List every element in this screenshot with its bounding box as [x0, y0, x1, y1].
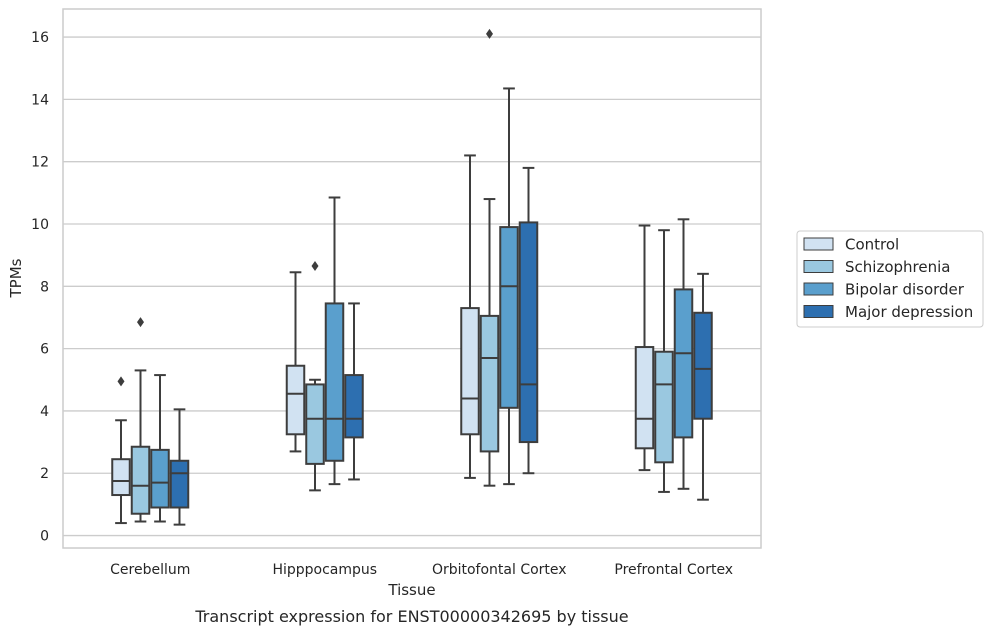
legend-box	[796, 230, 984, 328]
box-major-depression	[169, 408, 190, 526]
y-tick-labels: 0 2 4 6 8 10 12 14 16	[31, 30, 49, 544]
legend-label: Major depression	[845, 303, 973, 321]
y-tick-label: 10	[31, 217, 49, 233]
box-schizophrenia	[654, 229, 674, 493]
box-major-depression	[518, 166, 539, 475]
plot-frame	[62, 8, 762, 549]
outlier-point	[486, 28, 493, 39]
x-axis-title: Tissue	[387, 581, 435, 599]
iqr-box	[654, 350, 674, 464]
y-tick-label: 0	[40, 529, 49, 545]
iqr-box	[518, 221, 539, 444]
iqr-box	[285, 364, 306, 436]
y-tick-label: 16	[31, 30, 49, 46]
iqr-box	[324, 302, 345, 462]
y-tick-label: 8	[40, 279, 49, 295]
box-schizophrenia	[305, 261, 325, 492]
x-tick-label: Hipppocampus	[272, 562, 377, 578]
legend-swatch	[803, 282, 834, 296]
legend: Control Schizophrenia Bipolar disorder Majo…	[796, 230, 984, 328]
legend-label: Bipolar disorder	[845, 281, 965, 299]
y-tick-label: 12	[31, 155, 49, 171]
iqr-box	[673, 288, 694, 439]
iqr-box	[305, 383, 325, 465]
iqr-box	[634, 346, 655, 450]
box-bipolar-disorder	[499, 87, 519, 486]
x-tick-label: Prefrontal Cortex	[614, 562, 733, 578]
box-control	[460, 154, 480, 479]
box-bipolar-disorder	[673, 218, 694, 490]
iqr-box	[499, 226, 519, 409]
outlier-point	[137, 317, 144, 328]
outlier-point	[117, 376, 125, 387]
y-tick-label: 4	[40, 404, 49, 420]
box-schizophrenia	[130, 317, 151, 523]
box-bipolar-disorder	[150, 374, 170, 523]
iqr-box	[169, 459, 190, 509]
iqr-box	[150, 448, 170, 509]
box-major-depression	[344, 302, 364, 481]
iqr-box	[130, 445, 151, 515]
box-bipolar-disorder	[324, 196, 345, 486]
legend-swatch	[803, 305, 834, 318]
box-series	[111, 28, 713, 526]
legend-label: Control	[845, 236, 899, 254]
box-control	[634, 224, 655, 472]
y-tick-label: 2	[40, 466, 49, 482]
box-schizophrenia	[479, 28, 500, 487]
legend-label: Schizophrenia	[845, 258, 950, 276]
legend-swatch	[803, 237, 834, 251]
x-tick-label: Cerebellum	[110, 562, 190, 578]
iqr-box	[693, 311, 713, 420]
box-control	[285, 271, 306, 453]
x-tick-label: Orbitofontal Cortex	[432, 562, 567, 578]
y-tick-label: 14	[31, 92, 49, 108]
iqr-box	[479, 314, 500, 453]
chart-caption: Transcript expression for ENST0000034269…	[194, 607, 628, 626]
legend-swatch	[803, 260, 834, 273]
iqr-box	[460, 307, 480, 436]
iqr-box	[344, 374, 364, 439]
y-tick-label: 6	[40, 342, 49, 358]
x-tick-labels: Cerebellum Hipppocampus Orbitofontal Corte…	[110, 562, 733, 578]
box-major-depression	[693, 272, 713, 501]
y-axis-title: TPMs	[7, 258, 25, 298]
outlier-point	[311, 261, 319, 272]
iqr-box	[111, 458, 131, 497]
box-control	[111, 376, 131, 525]
